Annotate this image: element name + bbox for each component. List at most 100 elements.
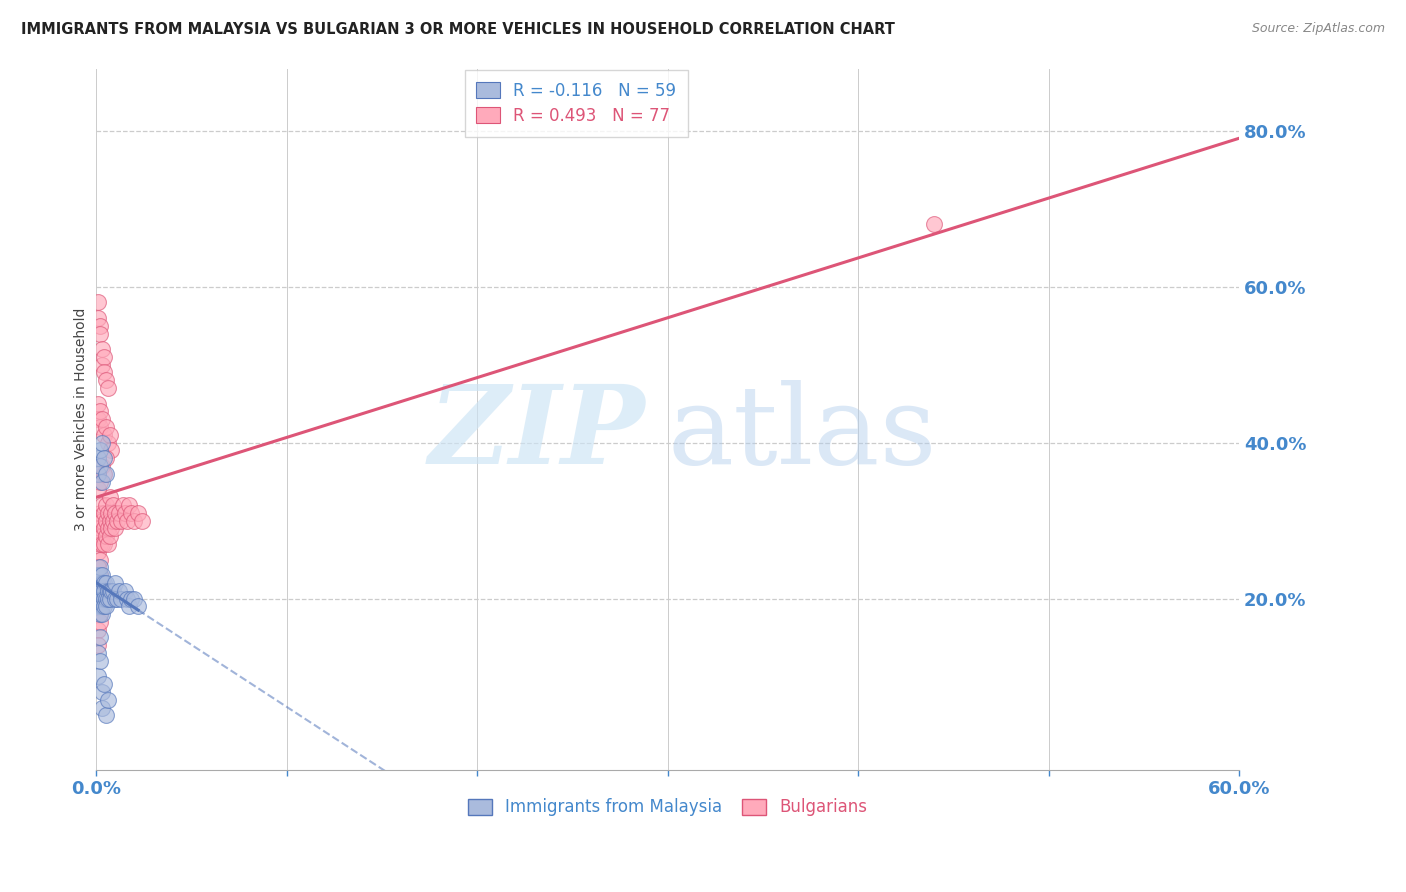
Point: [103, 514, 125, 528]
Point: [94, 420, 117, 434]
Point: [94, 591, 117, 606]
Point: [115, 591, 138, 606]
Point: [91, 576, 114, 591]
Point: [117, 498, 139, 512]
Point: [89, 654, 111, 668]
Point: [87, 599, 110, 614]
Point: [115, 514, 138, 528]
Point: [117, 599, 139, 614]
Point: [87, 397, 110, 411]
Point: [100, 443, 122, 458]
Point: [91, 358, 114, 372]
Point: [91, 576, 114, 591]
Point: [89, 568, 111, 582]
Point: [108, 506, 131, 520]
Text: IMMIGRANTS FROM MALAYSIA VS BULGARIAN 3 OR MORE VEHICLES IN HOUSEHOLD CORRELATIO: IMMIGRANTS FROM MALAYSIA VS BULGARIAN 3 …: [21, 22, 896, 37]
Point: [104, 576, 127, 591]
Point: [98, 591, 121, 606]
Point: [89, 458, 111, 473]
Point: [87, 576, 110, 591]
Legend: Immigrants from Malaysia, Bulgarians: Immigrants from Malaysia, Bulgarians: [460, 790, 876, 825]
Point: [91, 537, 114, 551]
Point: [91, 599, 114, 614]
Point: [97, 537, 120, 551]
Point: [89, 420, 111, 434]
Point: [127, 506, 149, 520]
Point: [87, 623, 110, 637]
Point: [93, 576, 115, 591]
Point: [91, 591, 114, 606]
Point: [91, 700, 114, 714]
Point: [124, 591, 146, 606]
Point: [91, 583, 114, 598]
Point: [87, 467, 110, 481]
Point: [120, 591, 142, 606]
Point: [87, 646, 110, 660]
Text: atlas: atlas: [668, 380, 938, 487]
Point: [87, 467, 110, 481]
Point: [105, 591, 128, 606]
Point: [110, 591, 132, 606]
Point: [87, 599, 110, 614]
Point: [93, 366, 115, 380]
Point: [87, 583, 110, 598]
Point: [91, 412, 114, 426]
Point: [91, 475, 114, 489]
Point: [114, 583, 136, 598]
Point: [89, 326, 111, 341]
Point: [93, 506, 115, 520]
Text: Source: ZipAtlas.com: Source: ZipAtlas.com: [1251, 22, 1385, 36]
Point: [93, 583, 115, 598]
Point: [98, 514, 121, 528]
Point: [93, 467, 115, 481]
Point: [89, 318, 111, 333]
Point: [93, 677, 115, 691]
Text: ZIP: ZIP: [429, 379, 645, 487]
Point: [94, 576, 117, 591]
Point: [89, 631, 111, 645]
Point: [91, 514, 114, 528]
Point: [98, 427, 121, 442]
Point: [91, 342, 114, 356]
Point: [89, 568, 111, 582]
Point: [924, 218, 946, 232]
Point: [89, 475, 111, 489]
Point: [97, 521, 120, 535]
Point: [89, 583, 111, 598]
Point: [89, 506, 111, 520]
Point: [87, 451, 110, 466]
Point: [91, 568, 114, 582]
Point: [97, 583, 120, 598]
Point: [87, 412, 110, 426]
Point: [97, 693, 120, 707]
Point: [94, 373, 117, 387]
Point: [89, 607, 111, 621]
Point: [93, 427, 115, 442]
Point: [89, 552, 111, 566]
Point: [87, 568, 110, 582]
Point: [91, 685, 114, 699]
Point: [89, 537, 111, 551]
Point: [89, 599, 111, 614]
Point: [103, 498, 125, 512]
Point: [89, 615, 111, 629]
Point: [87, 638, 110, 652]
Point: [124, 514, 146, 528]
Point: [91, 498, 114, 512]
Point: [87, 669, 110, 683]
Point: [91, 458, 114, 473]
Point: [91, 435, 114, 450]
Point: [93, 537, 115, 551]
Point: [110, 514, 132, 528]
Point: [87, 576, 110, 591]
Point: [94, 529, 117, 543]
Point: [108, 583, 131, 598]
Point: [89, 607, 111, 621]
Point: [100, 521, 122, 535]
Point: [94, 514, 117, 528]
Point: [93, 599, 115, 614]
Point: [97, 506, 120, 520]
Point: [91, 529, 114, 543]
Point: [89, 591, 111, 606]
Point: [104, 521, 127, 535]
